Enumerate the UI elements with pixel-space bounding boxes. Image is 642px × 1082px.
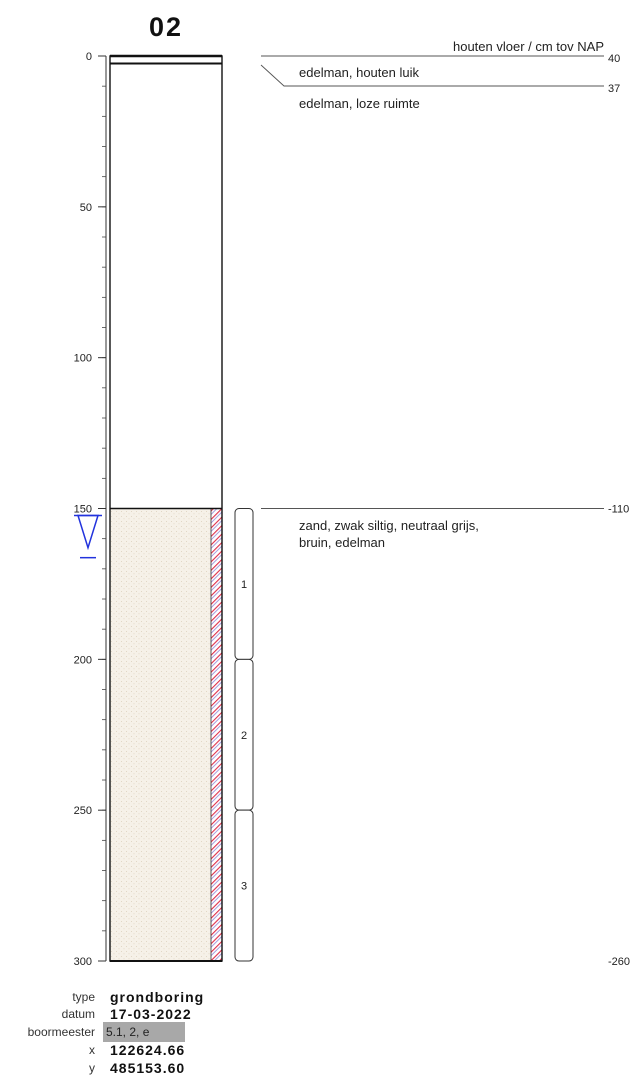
level-label: 40 [608,53,620,65]
layer-description: bruin, edelman [299,535,385,550]
depth-axis: 0 50 100 150 200 250 300 [74,51,107,968]
layer-description: houten vloer / cm tov NAP [453,39,604,54]
axis-tick-label: 250 [74,805,92,817]
meta-block: type grondboring datum 17-03-2022 boorme… [28,989,204,1076]
sample-label: 3 [241,881,247,893]
layer-description: edelman, houten luik [299,65,419,80]
layer-description: zand, zwak siltig, neutraal grijs, [299,518,479,533]
boring-title: 02 [149,12,183,42]
layer-description: edelman, loze ruimte [299,96,420,111]
sample-box [234,809,254,962]
boring-column [109,54,223,963]
layer-leader-line [260,64,604,87]
level-label: -110 [608,504,629,516]
layer-descriptions: houten vloer / cm tov NAP 40 edelman, hout… [260,39,630,968]
boormeester-value: 5.1, 2, e [106,1025,150,1039]
end-level-label: -260 [608,956,630,968]
sample-label: 1 [241,579,247,591]
axis-tick-label: 300 [74,956,92,968]
y-value: 485153.60 [110,1060,185,1076]
type-value: grondboring [110,989,204,1005]
groundwater-marker-group [74,514,102,559]
axis-tick-label: 150 [74,504,92,516]
sand-layer [110,508,211,962]
datum-value: 17-03-2022 [110,1006,192,1022]
type-label: type [72,990,95,1004]
level-label: 37 [608,83,620,95]
axis-tick-label: 0 [86,51,92,63]
axis-tick-label: 200 [74,654,92,666]
boormeester-label: boormeester [28,1025,95,1039]
x-value: 122624.66 [110,1042,185,1058]
datum-label: datum [62,1007,95,1021]
sample-column: 1 2 3 [234,508,254,962]
redaction-box [103,1022,185,1042]
lithology-hatch [210,508,223,962]
y-label: y [89,1061,95,1075]
axis-tick-label: 50 [80,202,92,214]
axis-tick-label: 100 [74,353,92,365]
sample-label: 2 [241,730,247,742]
x-label: x [89,1043,95,1057]
groundwater-icon [76,514,100,551]
